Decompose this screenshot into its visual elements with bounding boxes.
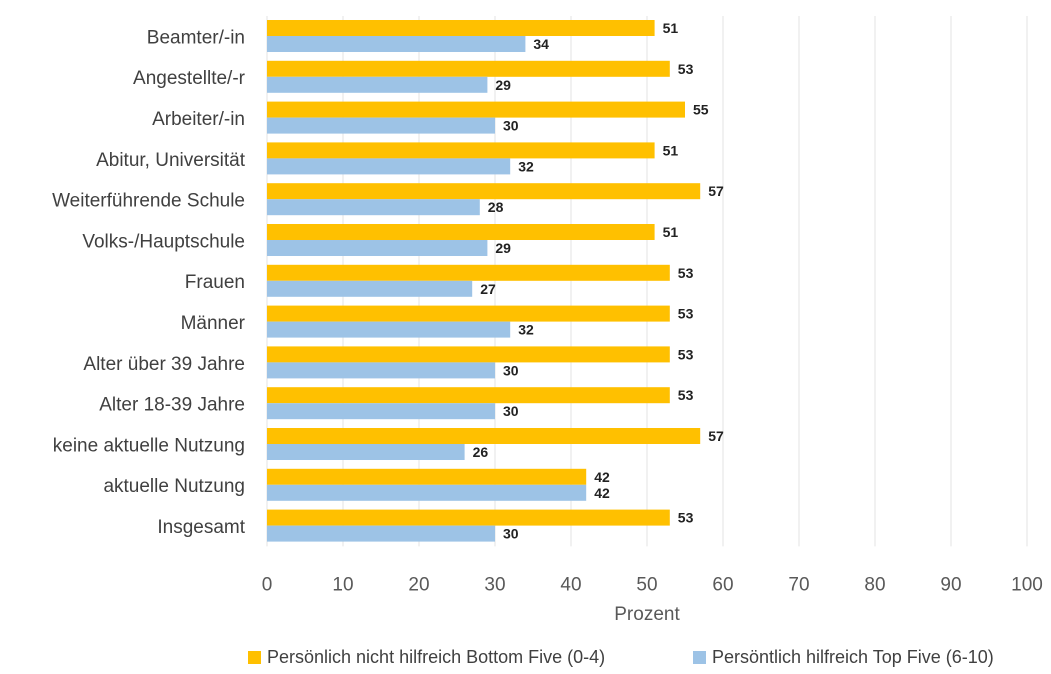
bar-top-five [267, 484, 587, 501]
data-label: 55 [693, 102, 709, 118]
category-label: Beamter/-in [147, 27, 245, 48]
bar-bottom-five [267, 468, 587, 485]
data-label: 29 [495, 77, 511, 93]
bar-bottom-five [267, 60, 670, 77]
bar-bottom-five [267, 305, 670, 322]
x-tick-label: 60 [712, 574, 733, 595]
x-tick-label: 30 [484, 574, 505, 595]
category-label: Volks-/Hauptschule [82, 231, 245, 252]
category-label: Alter über 39 Jahre [83, 354, 245, 375]
bar-top-five [267, 36, 526, 52]
category-label: Weiterführende Schule [52, 191, 245, 212]
data-label: 28 [488, 199, 504, 215]
bar-bottom-five [267, 142, 655, 159]
data-label: 30 [503, 403, 519, 419]
bar-bottom-five [267, 183, 701, 200]
x-tick-label: 40 [560, 574, 581, 595]
data-label: 51 [663, 224, 679, 240]
bar-bottom-five [267, 346, 670, 363]
category-label: Angestellte/-r [133, 68, 246, 89]
legend-entry: Persöntlich hilfreich Top Five (6-10) [712, 647, 994, 667]
x-tick-label: 90 [940, 574, 961, 595]
category-label: Alter 18-39 Jahre [99, 395, 245, 416]
data-label: 53 [678, 387, 694, 403]
category-label: Insgesamt [157, 517, 245, 538]
legend-swatch [248, 651, 261, 664]
data-label: 29 [495, 240, 511, 256]
data-label: 53 [678, 346, 694, 362]
category-label: keine aktuelle Nutzung [53, 435, 245, 456]
bar-bottom-five [267, 224, 655, 240]
bar-bottom-five [267, 101, 685, 118]
data-label: 53 [678, 61, 694, 77]
data-label: 42 [594, 469, 610, 485]
x-tick-labels: 0 10 20 30 40 50 60 70 80 90 100 [262, 574, 1043, 595]
bar-bottom-five [267, 387, 670, 404]
x-tick-label: 0 [262, 574, 273, 595]
bar-top-five [267, 280, 473, 297]
bar-bottom-five [267, 428, 701, 444]
bar-top-five [267, 240, 488, 256]
data-label: 30 [503, 118, 519, 134]
data-label: 51 [663, 20, 679, 36]
x-axis-title: Prozent [614, 604, 680, 625]
bar-bottom-five [267, 20, 655, 36]
data-labels: 51 34 53 29 55 30 51 32 57 28 51 29 53 27 53 32 53 30 53 30… [473, 20, 724, 542]
legend-swatch [693, 651, 706, 664]
data-label: 53 [678, 265, 694, 281]
bar-top-five [267, 158, 511, 175]
data-label: 57 [708, 428, 724, 444]
data-label: 51 [663, 142, 679, 158]
bar-bottom-five [267, 509, 670, 526]
bar-top-five [267, 321, 511, 338]
data-label: 42 [594, 485, 610, 501]
data-label: 32 [518, 322, 534, 338]
x-tick-label: 50 [636, 574, 657, 595]
data-label: 34 [533, 36, 549, 52]
category-label: Frauen [185, 272, 245, 293]
legend-entry: Persönlich nicht hilfreich Bottom Five (… [267, 647, 605, 667]
data-label: 30 [503, 526, 519, 542]
data-label: 32 [518, 158, 534, 174]
data-label: 30 [503, 362, 519, 378]
bar-top-five [267, 117, 495, 134]
data-label: 27 [480, 281, 496, 297]
data-label: 53 [678, 510, 694, 526]
category-label: aktuelle Nutzung [103, 476, 245, 497]
x-tick-label: 20 [408, 574, 429, 595]
bar-bottom-five [267, 264, 670, 281]
category-labels: Beamter/-in Angestellte/-r Arbeiter/-in Abi… [52, 27, 246, 538]
x-tick-label: 100 [1011, 574, 1043, 595]
data-label: 53 [678, 306, 694, 322]
bar-top-five [267, 199, 480, 216]
category-label: Arbeiter/-in [152, 109, 245, 130]
x-tick-label: 80 [864, 574, 885, 595]
data-label: 57 [708, 183, 724, 199]
category-label: Abitur, Universität [96, 150, 246, 171]
legend: Persönlich nicht hilfreich Bottom Five (… [248, 647, 994, 667]
bars [267, 20, 701, 542]
bar-top-five [267, 362, 495, 379]
category-label: Männer [181, 313, 246, 334]
bar-top-five [267, 444, 465, 460]
bar-top-five [267, 403, 495, 420]
x-tick-label: 70 [788, 574, 809, 595]
data-label: 26 [473, 444, 489, 460]
x-tick-label: 10 [332, 574, 353, 595]
bar-top-five [267, 525, 495, 542]
bar-top-five [267, 76, 488, 93]
